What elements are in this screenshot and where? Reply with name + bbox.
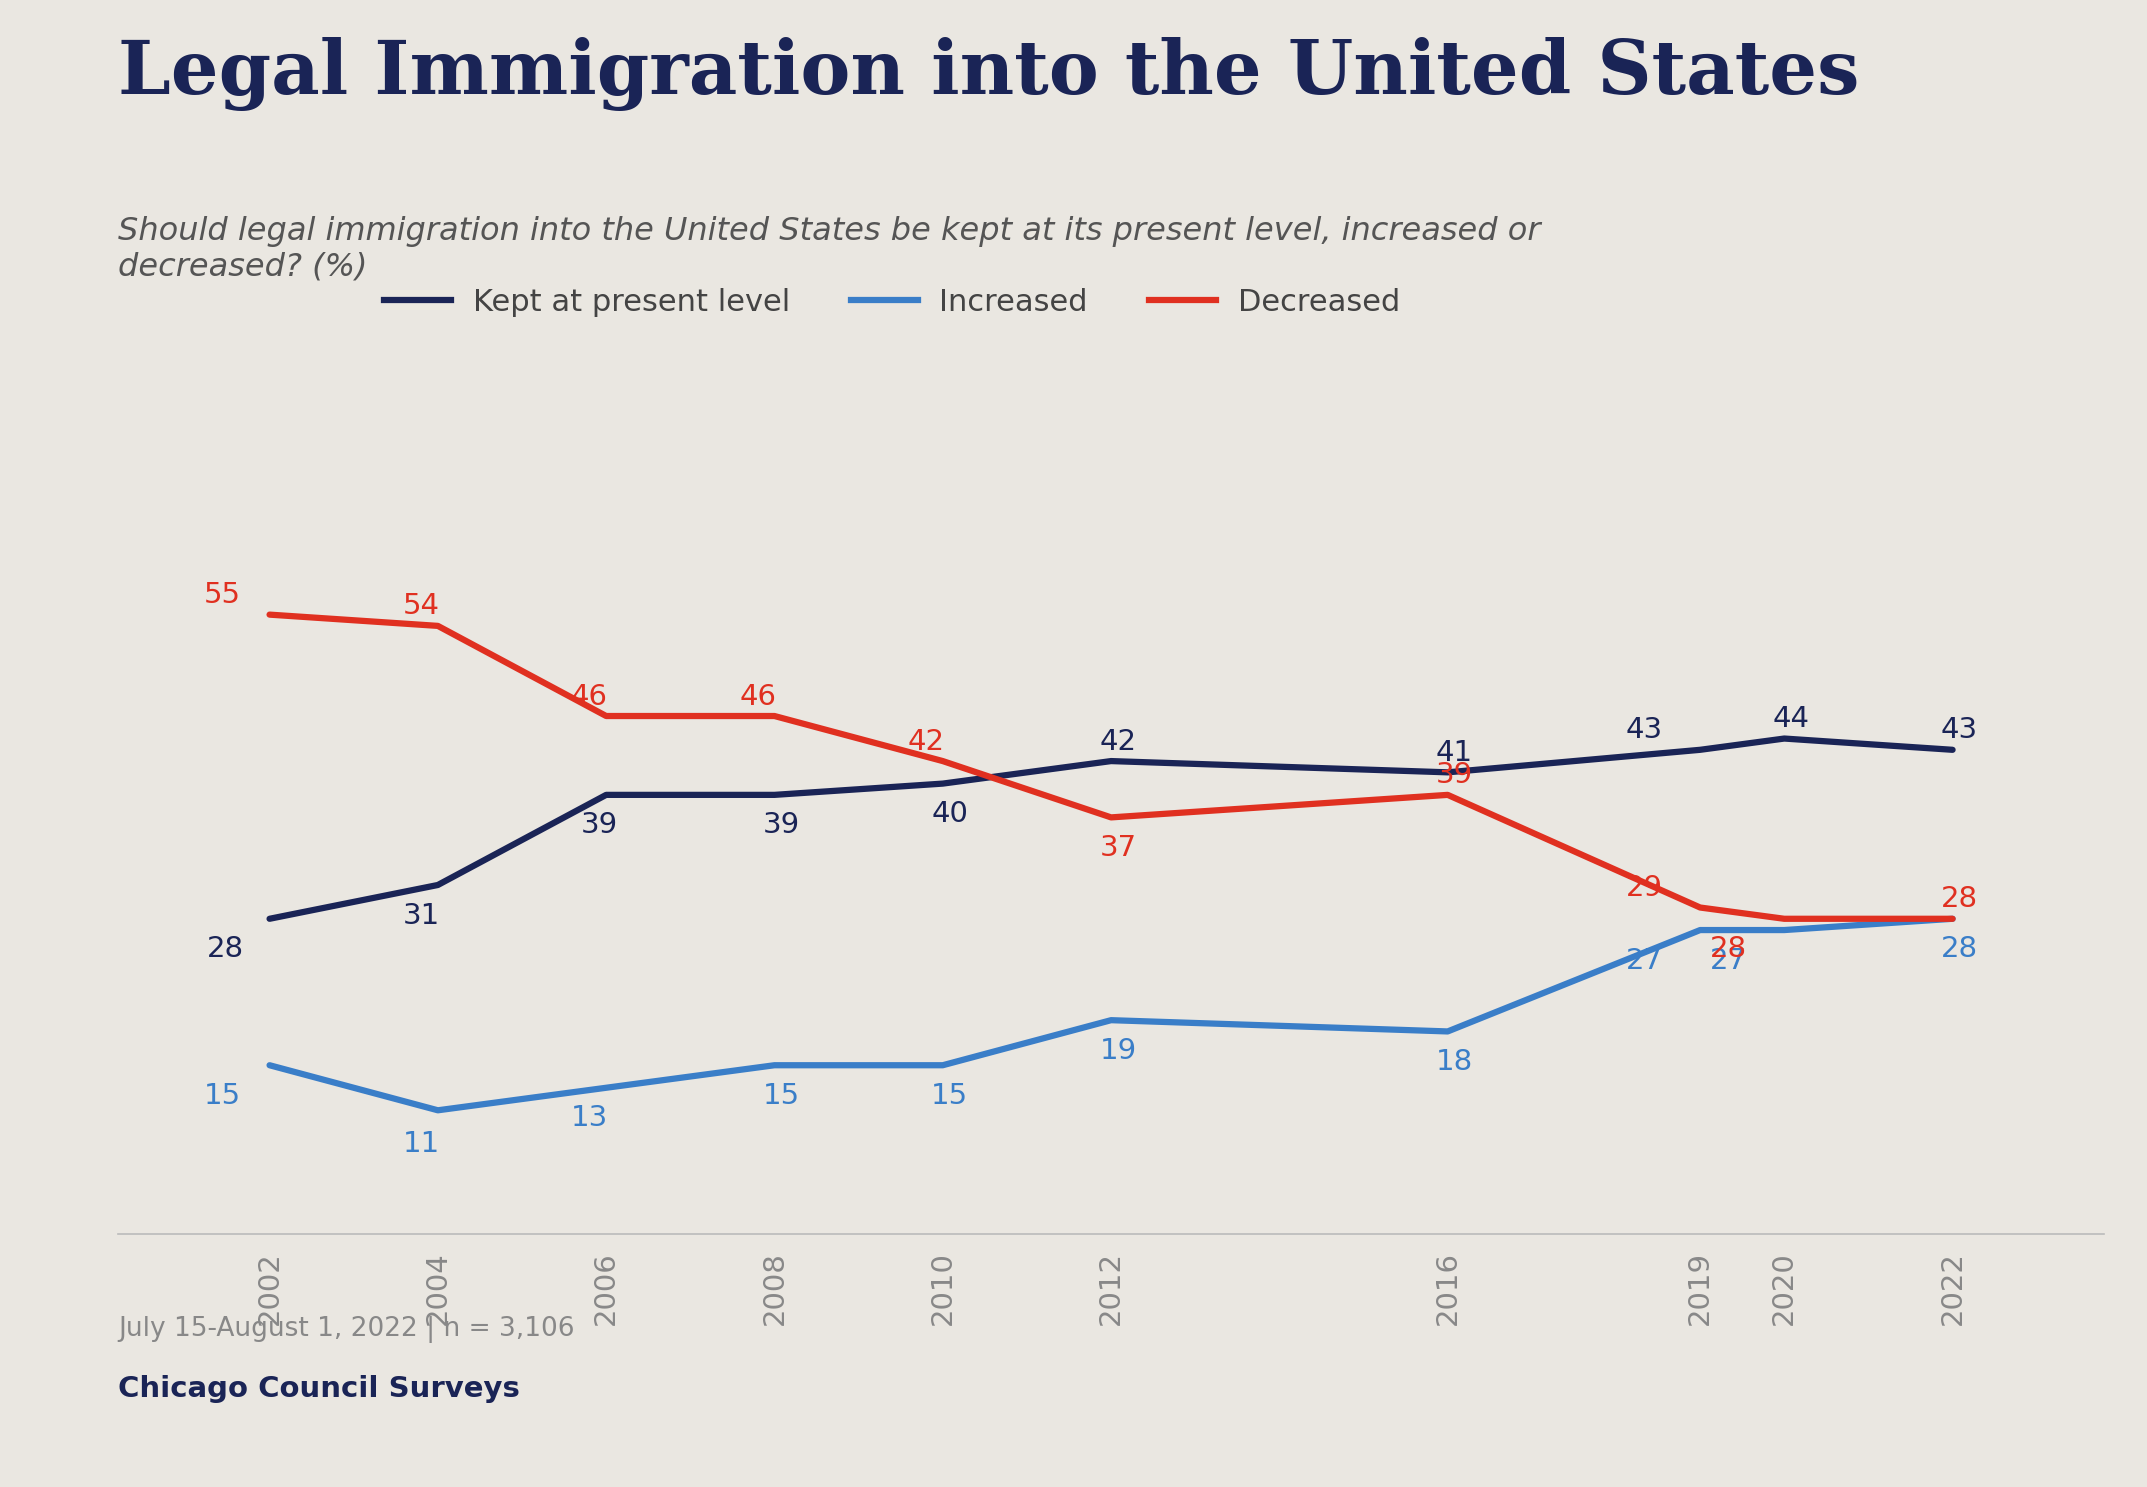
Text: 46: 46 xyxy=(571,683,608,711)
Text: Should legal immigration into the United States be kept at its present level, in: Should legal immigration into the United… xyxy=(118,216,1542,283)
Text: 43: 43 xyxy=(1625,717,1664,745)
Text: 27: 27 xyxy=(1711,947,1748,974)
Text: 44: 44 xyxy=(1773,705,1810,733)
Text: Legal Immigration into the United States: Legal Immigration into the United States xyxy=(118,37,1859,112)
Text: 13: 13 xyxy=(571,1105,608,1132)
Text: 41: 41 xyxy=(1436,739,1473,767)
Text: 54: 54 xyxy=(404,592,440,620)
Text: 42: 42 xyxy=(1099,727,1136,755)
Text: 28: 28 xyxy=(1941,935,1977,964)
Text: 11: 11 xyxy=(404,1130,440,1157)
Text: 43: 43 xyxy=(1941,717,1977,745)
Text: 46: 46 xyxy=(739,683,777,711)
Text: 29: 29 xyxy=(1625,874,1664,903)
Text: 15: 15 xyxy=(932,1081,968,1109)
Text: 28: 28 xyxy=(206,935,243,964)
Text: Chicago Council Surveys: Chicago Council Surveys xyxy=(118,1375,520,1404)
Text: 42: 42 xyxy=(908,727,945,755)
Text: 39: 39 xyxy=(1436,761,1473,790)
Text: 31: 31 xyxy=(404,901,440,929)
Text: 28: 28 xyxy=(1711,935,1748,964)
Text: 19: 19 xyxy=(1099,1036,1136,1065)
Text: 55: 55 xyxy=(204,581,240,610)
Text: 15: 15 xyxy=(204,1081,240,1109)
Text: 28: 28 xyxy=(1941,885,1977,913)
Text: 39: 39 xyxy=(762,812,801,840)
Text: 27: 27 xyxy=(1625,947,1664,974)
Text: July 15-August 1, 2022 | n = 3,106: July 15-August 1, 2022 | n = 3,106 xyxy=(118,1316,575,1343)
Text: 40: 40 xyxy=(932,800,968,828)
Text: 15: 15 xyxy=(762,1081,801,1109)
Text: 37: 37 xyxy=(1099,834,1136,862)
Legend: Kept at present level, Increased, Decreased: Kept at present level, Increased, Decrea… xyxy=(371,275,1413,329)
Text: 39: 39 xyxy=(580,812,618,840)
Text: 18: 18 xyxy=(1436,1048,1473,1077)
